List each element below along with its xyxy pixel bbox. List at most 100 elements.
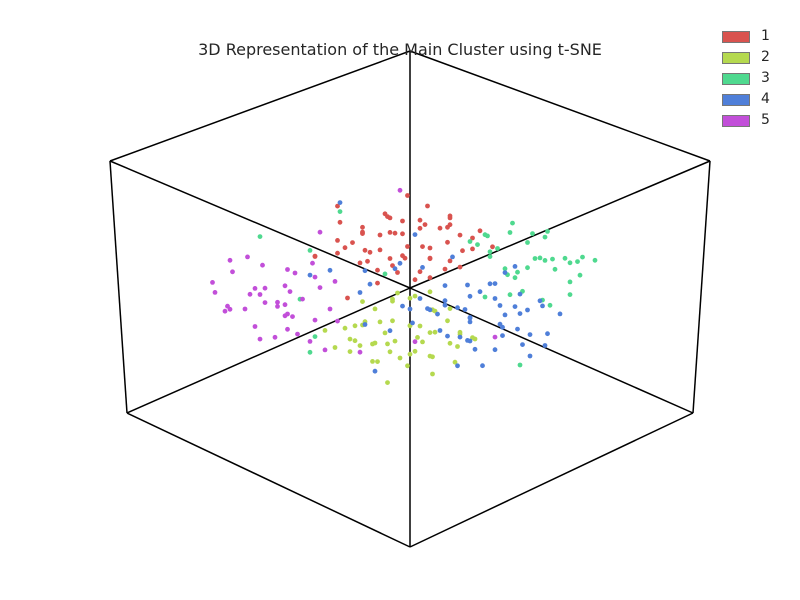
point-series-4 bbox=[467, 315, 473, 321]
point-series-4 bbox=[492, 281, 498, 286]
point-series-4 bbox=[515, 326, 520, 332]
point-series-2 bbox=[407, 295, 413, 301]
point-series-3 bbox=[512, 275, 518, 281]
legend-swatch-1 bbox=[722, 31, 750, 43]
point-series-2 bbox=[407, 351, 413, 357]
point-series-1 bbox=[437, 225, 443, 231]
point-series-2 bbox=[392, 338, 398, 344]
legend-label-5: 5 bbox=[761, 112, 770, 128]
point-series-5 bbox=[285, 326, 290, 332]
point-series-2 bbox=[427, 330, 433, 335]
point-series-4 bbox=[557, 311, 563, 317]
point-series-2 bbox=[332, 345, 338, 350]
point-series-5 bbox=[222, 308, 228, 314]
point-series-3 bbox=[307, 248, 313, 253]
point-series-1 bbox=[490, 244, 495, 250]
point-series-2 bbox=[377, 319, 383, 325]
point-series-5 bbox=[262, 300, 268, 305]
point-series-4 bbox=[307, 272, 313, 278]
axis-edge-top-right bbox=[409, 50, 711, 162]
point-series-1 bbox=[365, 258, 370, 264]
point-series-1 bbox=[447, 215, 453, 221]
point-series-1 bbox=[470, 246, 475, 252]
point-series-5 bbox=[225, 303, 230, 309]
point-series-4 bbox=[455, 305, 460, 311]
point-series-5 bbox=[332, 279, 338, 284]
point-series-1 bbox=[377, 232, 383, 238]
point-series-4 bbox=[542, 343, 548, 348]
point-series-1 bbox=[400, 253, 405, 259]
point-series-5 bbox=[260, 262, 265, 268]
point-series-1 bbox=[335, 238, 340, 243]
point-series-4 bbox=[327, 267, 333, 273]
point-series-5 bbox=[285, 267, 290, 272]
point-series-1 bbox=[420, 244, 425, 250]
point-series-4 bbox=[527, 353, 533, 359]
point-series-5 bbox=[282, 283, 288, 289]
scatter-points bbox=[210, 187, 598, 385]
legend-swatch-4 bbox=[722, 94, 750, 106]
point-series-2 bbox=[447, 306, 453, 311]
point-series-2 bbox=[360, 299, 365, 304]
point-series-1 bbox=[422, 222, 428, 228]
point-series-3 bbox=[312, 334, 318, 339]
point-series-2 bbox=[445, 318, 450, 324]
point-series-5 bbox=[295, 331, 300, 337]
point-series-2 bbox=[397, 355, 403, 361]
point-series-3 bbox=[515, 269, 520, 275]
point-series-4 bbox=[465, 338, 470, 343]
point-series-5 bbox=[252, 286, 258, 291]
point-series-4 bbox=[407, 306, 413, 312]
point-series-5 bbox=[312, 317, 318, 323]
axis-edge-left bbox=[109, 160, 128, 414]
point-series-5 bbox=[257, 292, 263, 297]
point-series-4 bbox=[492, 296, 498, 301]
point-series-3 bbox=[542, 234, 548, 240]
point-series-5 bbox=[412, 339, 418, 345]
point-series-2 bbox=[447, 340, 453, 346]
point-series-4 bbox=[512, 304, 518, 309]
point-series-4 bbox=[400, 303, 405, 309]
point-series-4 bbox=[512, 264, 518, 269]
point-series-3 bbox=[502, 266, 508, 272]
point-series-5 bbox=[322, 347, 328, 353]
point-series-3 bbox=[567, 292, 573, 297]
point-series-3 bbox=[545, 229, 550, 234]
point-series-5 bbox=[212, 290, 218, 295]
point-series-4 bbox=[502, 312, 508, 318]
point-series-5 bbox=[275, 299, 280, 305]
point-series-1 bbox=[387, 230, 393, 235]
point-series-5 bbox=[317, 229, 323, 235]
point-series-5 bbox=[317, 285, 323, 290]
point-series-1 bbox=[445, 239, 450, 245]
point-series-1 bbox=[395, 270, 400, 275]
point-series-1 bbox=[405, 244, 410, 249]
point-series-1 bbox=[357, 260, 363, 266]
point-series-1 bbox=[427, 256, 433, 262]
axis-edge-bottom-left bbox=[126, 412, 411, 548]
point-series-1 bbox=[392, 230, 398, 236]
point-series-3 bbox=[575, 259, 580, 264]
point-series-2 bbox=[430, 371, 435, 377]
point-series-4 bbox=[517, 311, 523, 316]
point-series-4 bbox=[367, 281, 373, 287]
point-series-3 bbox=[525, 240, 530, 245]
point-series-1 bbox=[362, 247, 368, 253]
point-series-3 bbox=[537, 255, 543, 261]
point-series-2 bbox=[470, 335, 475, 340]
point-series-5 bbox=[327, 306, 333, 312]
point-series-4 bbox=[537, 298, 543, 304]
point-series-3 bbox=[547, 302, 553, 308]
point-series-4 bbox=[487, 281, 493, 287]
point-series-5 bbox=[335, 318, 340, 324]
point-series-4 bbox=[442, 298, 448, 304]
axis-edge-back-right bbox=[409, 160, 711, 289]
legend-swatch-2 bbox=[722, 52, 750, 64]
point-series-1 bbox=[417, 225, 423, 231]
point-series-5 bbox=[285, 311, 290, 317]
point-series-1 bbox=[457, 264, 463, 270]
point-series-5 bbox=[262, 285, 268, 291]
point-series-5 bbox=[357, 349, 363, 355]
point-series-3 bbox=[307, 349, 313, 355]
point-series-5 bbox=[312, 274, 318, 280]
